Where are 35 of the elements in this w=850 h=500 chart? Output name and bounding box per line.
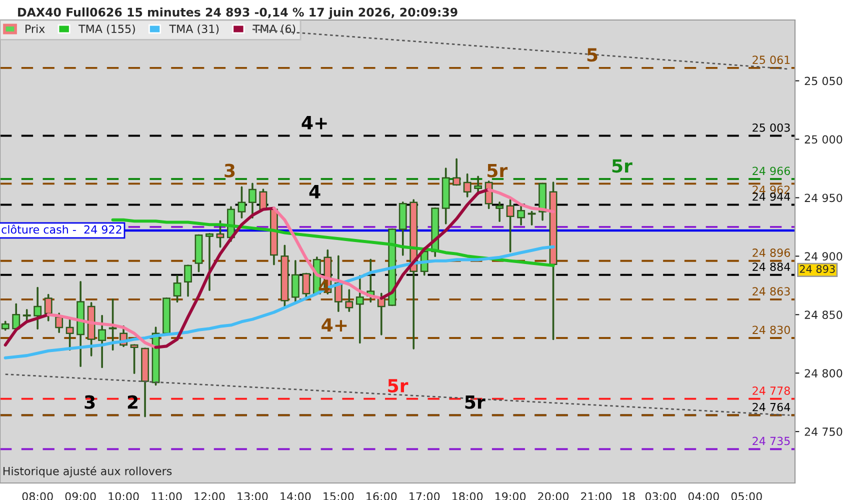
annotation: 3: [224, 164, 235, 178]
annotation: 4: [318, 280, 330, 293]
ref-line-label: 24 944: [752, 192, 790, 201]
y-tick-label: 24 950: [804, 194, 842, 202]
ref-line-label: clôture cash - 24 922: [2, 224, 122, 234]
legend-label: TMA (155): [78, 24, 135, 34]
annotation: 5: [587, 48, 598, 62]
ref-line-label: 24 863: [752, 287, 790, 296]
ref-line-label: 24 966: [752, 166, 790, 176]
ref-line-label: 25 061: [752, 56, 790, 64]
y-tick-label: 24 800: [804, 369, 842, 378]
y-tick-label: 24 850: [804, 310, 842, 320]
ref-line-label: 24 896: [752, 248, 790, 257]
annotation: 4+: [322, 318, 347, 332]
y-tick-label: 25 050: [804, 76, 842, 86]
ref-line-label: 24 735: [752, 436, 790, 446]
ref-line-label: 24 778: [752, 386, 790, 395]
legend-label: Prix: [26, 24, 45, 33]
annotation: 5r: [465, 395, 486, 409]
chart-title: DAX40 Full0626 15 minutes 24 893 -0,14 % 17 juin 2026, 20:09:39: [18, 8, 458, 20]
text: 24 893: [800, 265, 835, 273]
annotation: 4+: [302, 116, 327, 130]
annotation: 5r: [488, 164, 508, 178]
y-tick-label: 24 900: [804, 252, 842, 261]
y-tick-label: 25 000: [804, 135, 842, 144]
ref-line-label: 24 764: [752, 402, 790, 412]
ref-line-label: 24 830: [752, 326, 790, 334]
annotation: 4: [309, 185, 320, 198]
ref-line-label: 24 884: [752, 262, 790, 271]
y-tick-label: 24 750: [804, 428, 842, 436]
annotation: 5r: [612, 159, 632, 173]
legend-label: TMA (31): [169, 24, 219, 34]
annotation: Historique ajusté aux rollovers: [3, 466, 172, 478]
ref-line-label: 25 003: [752, 123, 790, 132]
annotation: 5r: [388, 379, 408, 393]
